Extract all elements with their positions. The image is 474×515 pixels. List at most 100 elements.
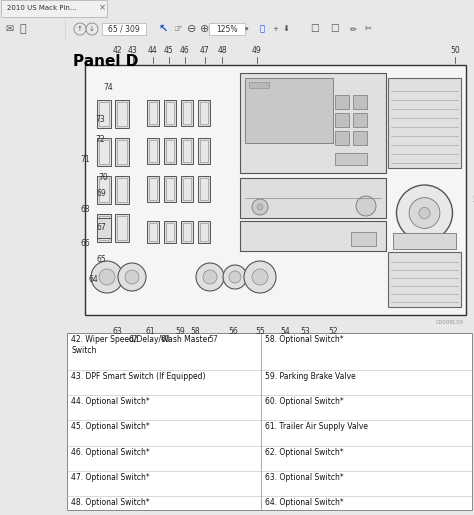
Text: 74: 74 xyxy=(103,82,113,92)
Bar xyxy=(164,138,176,164)
Circle shape xyxy=(396,185,453,241)
Circle shape xyxy=(257,204,263,210)
Text: 61: 61 xyxy=(145,327,155,336)
Bar xyxy=(115,176,129,204)
Bar xyxy=(198,176,210,202)
Bar xyxy=(198,100,210,126)
Bar xyxy=(147,100,159,126)
Circle shape xyxy=(74,23,86,35)
Text: 60: 60 xyxy=(160,335,170,344)
Text: ⊕: ⊕ xyxy=(200,24,210,34)
Bar xyxy=(249,82,269,88)
Bar xyxy=(149,102,157,124)
Bar xyxy=(200,223,208,241)
Bar xyxy=(183,140,191,162)
FancyBboxPatch shape xyxy=(1,1,108,18)
Text: 45. Optional Switch*: 45. Optional Switch* xyxy=(71,422,150,431)
Circle shape xyxy=(252,199,268,215)
Text: 58: 58 xyxy=(190,327,200,336)
Text: 70: 70 xyxy=(98,173,108,181)
Text: ⊖: ⊖ xyxy=(187,24,196,34)
Bar xyxy=(67,333,472,510)
Circle shape xyxy=(196,263,224,291)
Bar xyxy=(245,78,333,143)
Text: 73: 73 xyxy=(95,115,105,125)
Circle shape xyxy=(203,270,217,284)
Text: ↓: ↓ xyxy=(89,26,95,32)
Bar xyxy=(117,178,127,202)
Circle shape xyxy=(91,261,123,293)
Text: 64. Optional Switch*: 64. Optional Switch* xyxy=(265,498,344,507)
Text: C0008L59: C0008L59 xyxy=(436,320,464,325)
Text: 65 / 309: 65 / 309 xyxy=(108,25,140,33)
Bar xyxy=(183,102,191,124)
Text: 62: 62 xyxy=(128,335,138,344)
Bar xyxy=(115,100,129,128)
Bar xyxy=(115,138,129,166)
Circle shape xyxy=(99,269,115,285)
Text: 46. Optional Switch*: 46. Optional Switch* xyxy=(71,448,150,456)
Bar xyxy=(240,221,386,251)
Text: ✏: ✏ xyxy=(350,25,357,33)
Bar xyxy=(240,73,386,173)
Bar xyxy=(393,233,456,249)
Bar xyxy=(99,216,109,240)
Text: 57: 57 xyxy=(208,335,218,344)
Text: 2010 US Mack Pin...: 2010 US Mack Pin... xyxy=(7,5,77,11)
Text: 58. Optional Switch*: 58. Optional Switch* xyxy=(265,335,344,344)
Bar xyxy=(102,23,146,35)
Circle shape xyxy=(125,270,139,284)
Text: 43: 43 xyxy=(128,46,138,55)
Text: 59: 59 xyxy=(175,327,185,336)
Text: 42. Wiper Speed/Delay/Wash Master
Switch: 42. Wiper Speed/Delay/Wash Master Switch xyxy=(71,335,210,355)
Circle shape xyxy=(252,269,268,285)
Bar xyxy=(198,138,210,164)
Bar xyxy=(149,223,157,241)
Bar xyxy=(166,223,174,241)
Bar xyxy=(97,100,111,128)
Text: 43. DPF Smart Switch (If Equipped): 43. DPF Smart Switch (If Equipped) xyxy=(71,372,206,381)
Bar xyxy=(115,214,129,242)
Bar xyxy=(181,176,193,202)
Bar xyxy=(335,131,349,145)
Bar xyxy=(117,140,127,164)
Text: 72: 72 xyxy=(95,135,105,145)
Bar xyxy=(97,214,111,242)
Bar xyxy=(97,218,111,238)
Bar xyxy=(353,131,367,145)
Text: ✉: ✉ xyxy=(5,24,13,34)
Text: ☐: ☐ xyxy=(330,24,339,34)
Bar xyxy=(181,221,193,243)
Text: ⬜: ⬜ xyxy=(260,25,265,33)
Circle shape xyxy=(244,261,276,293)
Bar xyxy=(388,78,461,168)
Bar xyxy=(164,176,176,202)
Text: 66: 66 xyxy=(80,238,90,248)
Text: ☐: ☐ xyxy=(310,24,319,34)
Circle shape xyxy=(419,208,430,218)
Circle shape xyxy=(86,23,98,35)
Bar xyxy=(99,140,109,164)
Text: 61. Trailer Air Supply Valve: 61. Trailer Air Supply Valve xyxy=(265,422,368,431)
Bar xyxy=(335,153,367,165)
Circle shape xyxy=(229,271,241,283)
Text: 125%: 125% xyxy=(216,25,238,33)
Bar xyxy=(181,100,193,126)
Text: 68: 68 xyxy=(80,205,90,215)
Text: 63. Optional Switch*: 63. Optional Switch* xyxy=(265,473,344,482)
Text: ▾: ▾ xyxy=(245,26,248,32)
Bar xyxy=(183,223,191,241)
Bar xyxy=(388,252,461,307)
Text: 65: 65 xyxy=(96,255,106,265)
Bar xyxy=(198,221,210,243)
Bar xyxy=(166,102,174,124)
Bar xyxy=(351,232,376,246)
Bar xyxy=(97,138,111,166)
Text: 53: 53 xyxy=(300,327,310,336)
Text: 48. Optional Switch*: 48. Optional Switch* xyxy=(71,498,150,507)
Text: Panel D: Panel D xyxy=(73,54,138,69)
Text: 48: 48 xyxy=(217,46,227,55)
Text: 54: 54 xyxy=(280,327,290,336)
Bar xyxy=(209,23,245,35)
Text: 42: 42 xyxy=(112,46,122,55)
